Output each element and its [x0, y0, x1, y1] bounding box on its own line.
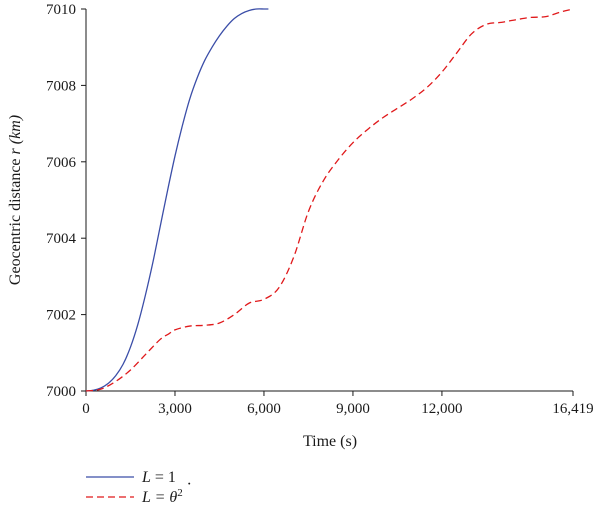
x-tick-label: 0: [82, 401, 90, 417]
legend-label-1: L = 1: [141, 469, 176, 486]
x-ticks: 0 3,000 6,000 9,000 12,000 16,419: [82, 391, 594, 417]
y-axis-title-main: Geocentric distance: [7, 154, 24, 285]
legend-label-1-eq: = 1: [151, 469, 176, 486]
y-tick-label: 7000: [46, 384, 76, 400]
y-tick-label: 7010: [46, 2, 76, 18]
legend-theta-dot: ·: [187, 476, 191, 493]
series-line-2: [85, 8, 574, 392]
legend-entry-2: L = θ2 ·: [86, 476, 191, 506]
y-tick-label: 7002: [46, 308, 76, 324]
x-tick-label: 9,000: [336, 401, 370, 417]
legend: L = 1 L = θ2 ·: [86, 469, 191, 506]
y-axis-title-unit: (km): [7, 115, 24, 144]
x-tick-label: 16,419: [552, 401, 593, 417]
legend-label-2-sup: 2: [177, 487, 183, 499]
y-axis-title-variable: r: [7, 147, 24, 154]
y-tick-label: 7004: [46, 231, 77, 247]
legend-label-2: L = θ2: [141, 487, 183, 506]
axes: [85, 9, 573, 392]
y-tick-label: 7006: [46, 155, 77, 171]
x-tick-label: 12,000: [421, 401, 462, 417]
series-layer: [85, 8, 574, 392]
series-line-1: [85, 8, 269, 392]
legend-label-2-eq: = θ: [151, 489, 178, 506]
x-tick-label: 6,000: [247, 401, 281, 417]
x-tick-label: 3,000: [158, 401, 192, 417]
x-axis-title: Time (s): [303, 433, 357, 450]
y-ticks: 7000 7002 7004 7006 7008 7010: [46, 2, 86, 400]
y-tick-label: 7008: [46, 78, 76, 94]
y-axis-title: Geocentric distance r (km): [7, 115, 24, 285]
legend-entry-1: L = 1: [86, 469, 176, 486]
legend-label-2-var: L: [141, 489, 151, 506]
legend-label-1-var: L: [141, 469, 151, 486]
